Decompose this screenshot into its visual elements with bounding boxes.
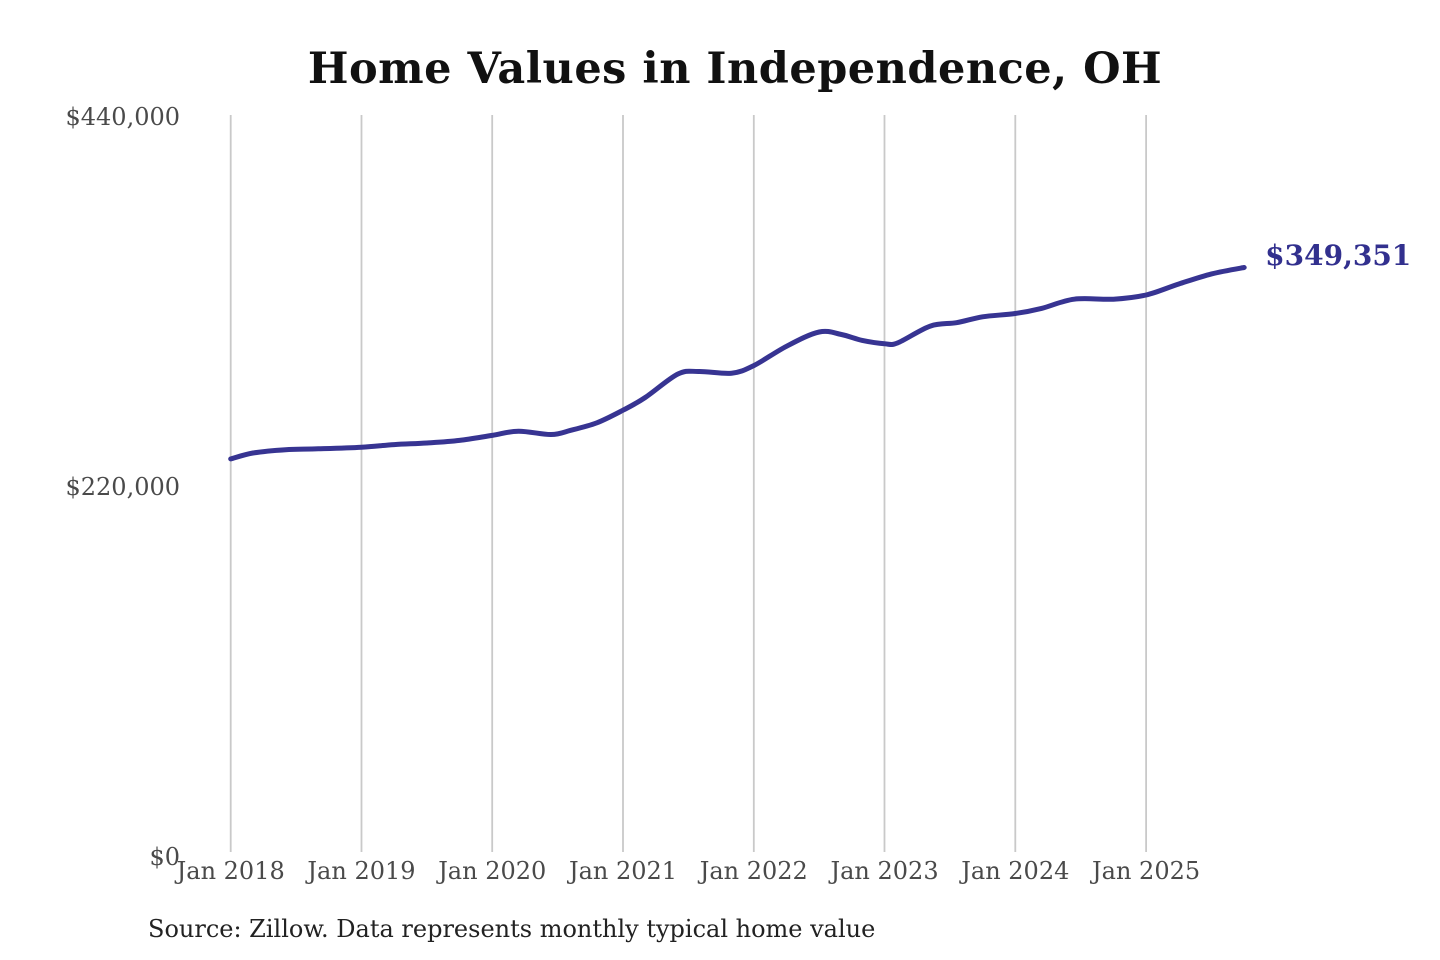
x-tick-label: Jan 2018 xyxy=(176,857,285,885)
gridlines xyxy=(229,115,1147,852)
chart-title: Home Values in Independence, OH xyxy=(307,44,1163,94)
home-value-line xyxy=(228,265,1247,462)
y-tick-label: $0 xyxy=(149,843,180,871)
x-tick-label: Jan 2023 xyxy=(830,857,939,885)
x-tick-label: Jan 2019 xyxy=(307,857,416,885)
x-tick-label: Jan 2020 xyxy=(438,857,547,885)
x-tick-label: Jan 2025 xyxy=(1092,857,1201,885)
y-tick-label: $440,000 xyxy=(65,103,180,131)
source-note: Source: Zillow. Data represents monthly … xyxy=(148,915,876,943)
final-value-label: $349,351 xyxy=(1265,239,1412,273)
y-tick-label: $220,000 xyxy=(65,473,180,501)
x-tick-label: Jan 2022 xyxy=(699,857,808,885)
x-tick-label: Jan 2021 xyxy=(568,857,678,885)
x-tick-label: Jan 2024 xyxy=(961,857,1070,885)
